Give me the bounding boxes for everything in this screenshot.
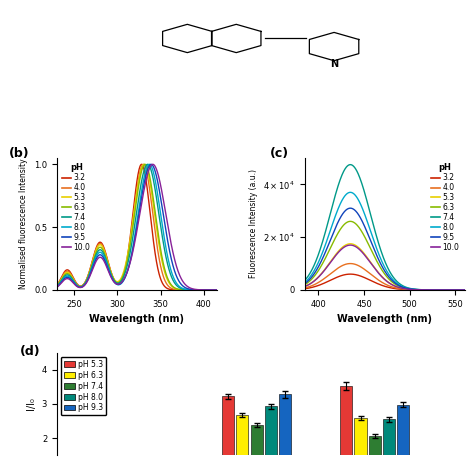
- Text: (b): (b): [9, 147, 29, 161]
- Bar: [383, 419, 395, 474]
- Bar: [279, 394, 291, 474]
- X-axis label: Wavelength (nm): Wavelength (nm): [89, 314, 184, 324]
- Y-axis label: Normalised fluorescence Intensity: Normalised fluorescence Intensity: [19, 159, 28, 289]
- Text: (c): (c): [270, 147, 289, 161]
- Legend: 3.2, 4.0, 5.3, 6.3, 7.4, 8.0, 9.5, 10.0: 3.2, 4.0, 5.3, 6.3, 7.4, 8.0, 9.5, 10.0: [429, 162, 461, 253]
- Text: N: N: [330, 59, 338, 69]
- Text: (d): (d): [20, 345, 41, 358]
- Bar: [397, 405, 410, 474]
- Bar: [236, 415, 248, 474]
- Legend: pH 5.3, pH 6.3, pH 7.4, pH 8.0, pH 9.3: pH 5.3, pH 6.3, pH 7.4, pH 8.0, pH 9.3: [61, 357, 107, 416]
- Legend: 3.2, 4.0, 5.3, 6.3, 7.4, 8.0, 9.5, 10.0: 3.2, 4.0, 5.3, 6.3, 7.4, 8.0, 9.5, 10.0: [61, 162, 92, 253]
- Bar: [251, 425, 263, 474]
- Bar: [222, 396, 234, 474]
- Bar: [355, 418, 367, 474]
- Y-axis label: Fluorescence Intensity (a.u.): Fluorescence Intensity (a.u.): [248, 170, 257, 279]
- Bar: [265, 406, 277, 474]
- Bar: [340, 386, 353, 474]
- X-axis label: Wavelength (nm): Wavelength (nm): [337, 314, 432, 324]
- Y-axis label: I/I₀: I/I₀: [26, 398, 36, 410]
- Bar: [369, 437, 381, 474]
